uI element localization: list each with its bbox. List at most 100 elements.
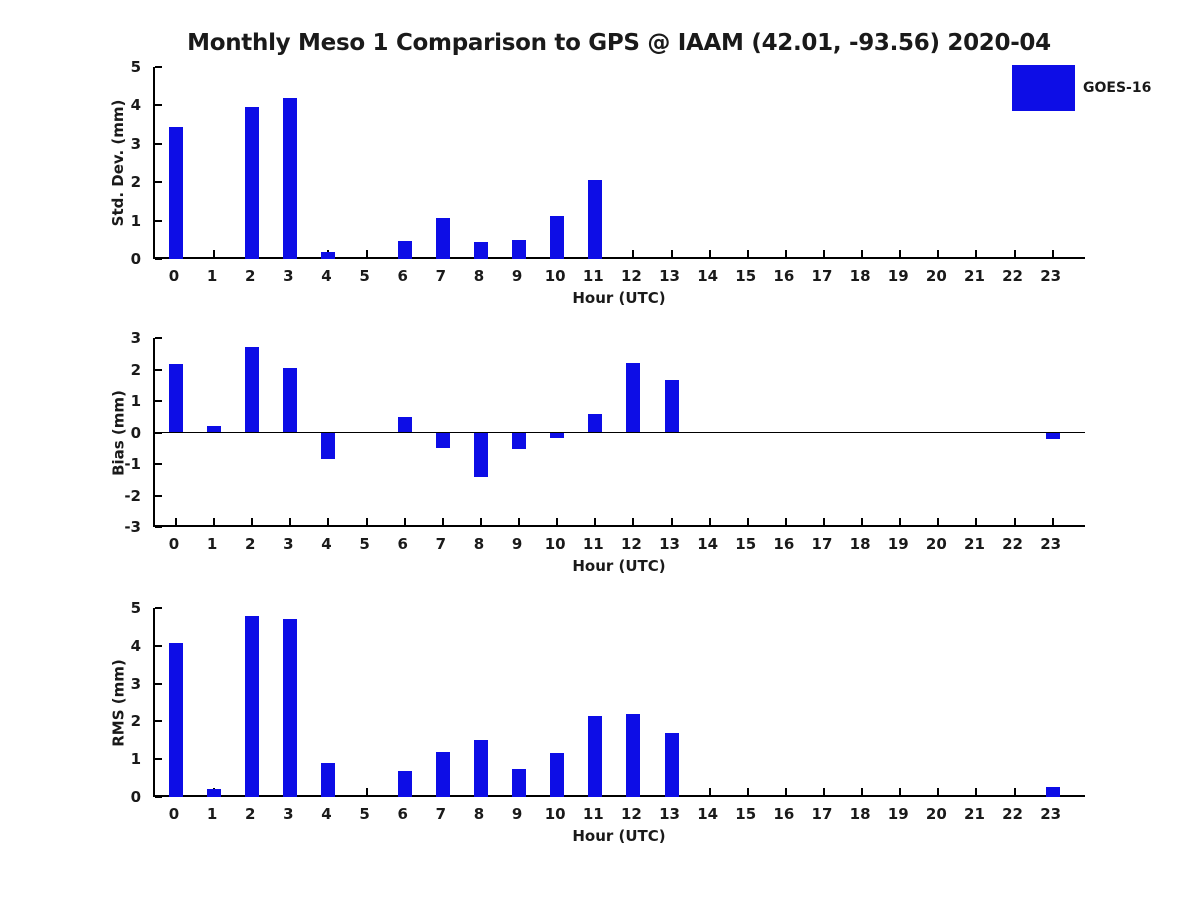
bar-hour-23 bbox=[1045, 786, 1060, 797]
y-tick bbox=[155, 219, 162, 222]
y-tick bbox=[155, 607, 162, 609]
y-tick-label: 0 bbox=[130, 788, 141, 806]
x-tick-label: 23 bbox=[1040, 535, 1062, 553]
x-tick-label: 19 bbox=[887, 805, 909, 823]
x-tick-label: 5 bbox=[359, 267, 370, 285]
x-tick-label: 2 bbox=[244, 535, 256, 553]
x-tick bbox=[174, 518, 177, 525]
y-tick-label: 1 bbox=[130, 392, 141, 410]
x-tick bbox=[213, 250, 216, 257]
x-tick-label: 22 bbox=[1002, 805, 1023, 823]
bar-hour-11 bbox=[588, 179, 603, 259]
bar-hour-3 bbox=[283, 619, 298, 797]
x-tick-label: 8 bbox=[473, 805, 485, 823]
x-tick-label: 16 bbox=[773, 805, 795, 823]
x-tick-label: 22 bbox=[1002, 535, 1023, 553]
x-tick-label: 20 bbox=[925, 805, 947, 823]
x-tick bbox=[899, 518, 902, 525]
x-tick-label: 17 bbox=[811, 267, 833, 285]
x-tick-label: 16 bbox=[773, 267, 795, 285]
bar-hour-0 bbox=[168, 364, 183, 433]
x-tick bbox=[403, 518, 406, 525]
x-tick-label: 12 bbox=[620, 805, 642, 823]
y-tick-label: 1 bbox=[130, 211, 141, 230]
y-tick bbox=[155, 66, 162, 68]
y-tick bbox=[155, 181, 162, 184]
y-tick-label: 3 bbox=[130, 674, 141, 693]
x-tick-label: 6 bbox=[397, 267, 408, 285]
bar-hour-4 bbox=[321, 762, 336, 797]
x-tick bbox=[1013, 518, 1016, 525]
x-tick bbox=[213, 518, 216, 525]
x-tick-label: 8 bbox=[473, 535, 485, 553]
bar-hour-0 bbox=[168, 126, 183, 259]
x-tick bbox=[861, 518, 864, 525]
x-tick bbox=[251, 518, 254, 525]
y-tick-label: -2 bbox=[124, 486, 141, 505]
bar-hour-23 bbox=[1045, 432, 1060, 439]
bar-hour-9 bbox=[512, 768, 527, 797]
y-tick bbox=[155, 796, 162, 798]
bar-hour-8 bbox=[473, 740, 488, 797]
x-tick-label: 13 bbox=[659, 535, 680, 553]
x-tick bbox=[708, 518, 711, 525]
rms-plot-area bbox=[153, 607, 1085, 798]
x-tick-label: 16 bbox=[773, 535, 795, 553]
y-tick bbox=[155, 337, 162, 339]
bar-hour-10 bbox=[550, 432, 565, 439]
bar-hour-4 bbox=[321, 252, 336, 259]
y-tick bbox=[155, 142, 162, 145]
x-tick bbox=[1013, 788, 1016, 795]
x-tick-label: 11 bbox=[582, 267, 604, 285]
x-tick-label: 3 bbox=[283, 805, 294, 823]
y-tick-label: 3 bbox=[130, 134, 141, 153]
bar-hour-3 bbox=[283, 97, 298, 259]
x-tick-label: 14 bbox=[697, 535, 719, 553]
y-tick bbox=[155, 720, 162, 723]
x-tick-label: 21 bbox=[964, 535, 985, 553]
x-tick-label: 13 bbox=[659, 267, 680, 285]
bar-hour-11 bbox=[588, 716, 603, 797]
x-axis-label: Hour (UTC) bbox=[572, 557, 666, 575]
x-tick bbox=[708, 250, 711, 257]
x-tick bbox=[822, 788, 825, 795]
x-tick bbox=[670, 250, 673, 257]
bar-hour-9 bbox=[512, 239, 527, 259]
y-tick bbox=[155, 758, 162, 761]
x-tick-label: 14 bbox=[697, 805, 719, 823]
bar-hour-7 bbox=[435, 751, 450, 797]
y-tick-label: 2 bbox=[130, 173, 141, 192]
bias-subplot: Bias (mm) Hour (UTC) 3 2 1 0 -1 -2 -3 0 1 2 3 4 5 6 7 8… bbox=[83, 329, 1200, 578]
x-tick bbox=[784, 788, 787, 795]
x-tick bbox=[746, 250, 749, 257]
x-tick-label: 10 bbox=[544, 267, 566, 285]
x-tick bbox=[975, 250, 978, 257]
x-tick-label: 3 bbox=[283, 267, 294, 285]
bar-hour-6 bbox=[397, 240, 412, 259]
x-tick-label: 0 bbox=[168, 267, 180, 285]
x-tick-label: 11 bbox=[582, 535, 604, 553]
bar-hour-11 bbox=[588, 413, 603, 433]
x-tick bbox=[365, 518, 368, 525]
x-tick-label: 3 bbox=[283, 535, 294, 553]
x-tick-label: 1 bbox=[206, 535, 218, 553]
x-tick-label: 18 bbox=[849, 805, 871, 823]
y-tick-label: 4 bbox=[130, 636, 141, 655]
x-tick-label: 10 bbox=[544, 805, 566, 823]
x-tick-label: 21 bbox=[964, 267, 985, 285]
bar-hour-8 bbox=[473, 242, 488, 259]
bar-hour-12 bbox=[626, 713, 641, 797]
y-tick bbox=[155, 644, 162, 647]
y-tick bbox=[155, 258, 162, 260]
x-tick-label: 6 bbox=[397, 805, 408, 823]
legend-swatch bbox=[1012, 65, 1075, 111]
x-tick bbox=[670, 518, 673, 525]
x-tick bbox=[746, 788, 749, 795]
x-tick-label: 12 bbox=[620, 267, 642, 285]
x-tick bbox=[822, 250, 825, 257]
x-tick-label: 15 bbox=[735, 535, 757, 553]
x-tick bbox=[937, 250, 940, 257]
x-tick bbox=[556, 518, 559, 525]
